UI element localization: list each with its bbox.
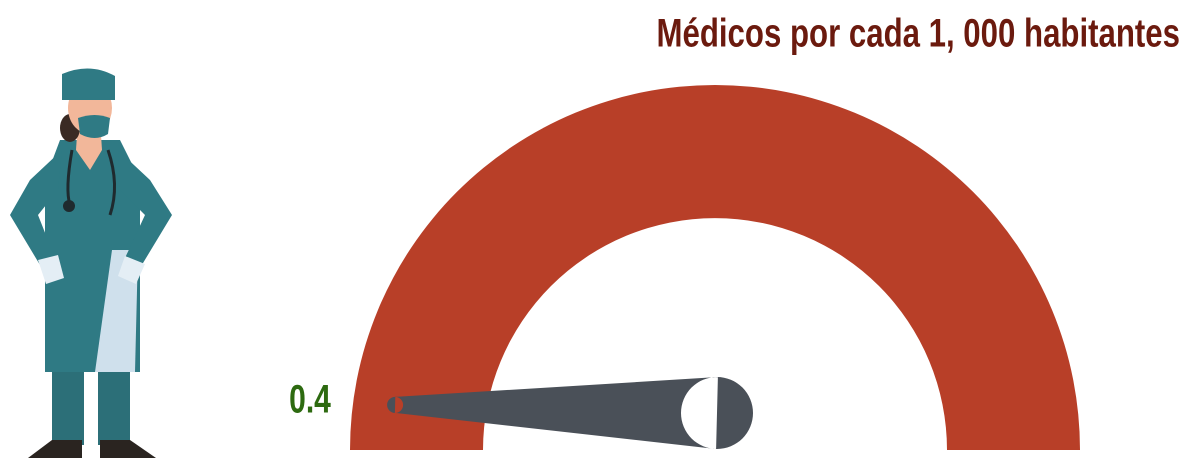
gauge-needle	[387, 377, 753, 449]
value-label: 0.4	[289, 377, 331, 421]
gauge-arc	[350, 85, 1080, 450]
chart-title: Médicos por cada 1, 000 habitantes	[657, 11, 1180, 56]
doctor-illustration	[10, 68, 172, 458]
